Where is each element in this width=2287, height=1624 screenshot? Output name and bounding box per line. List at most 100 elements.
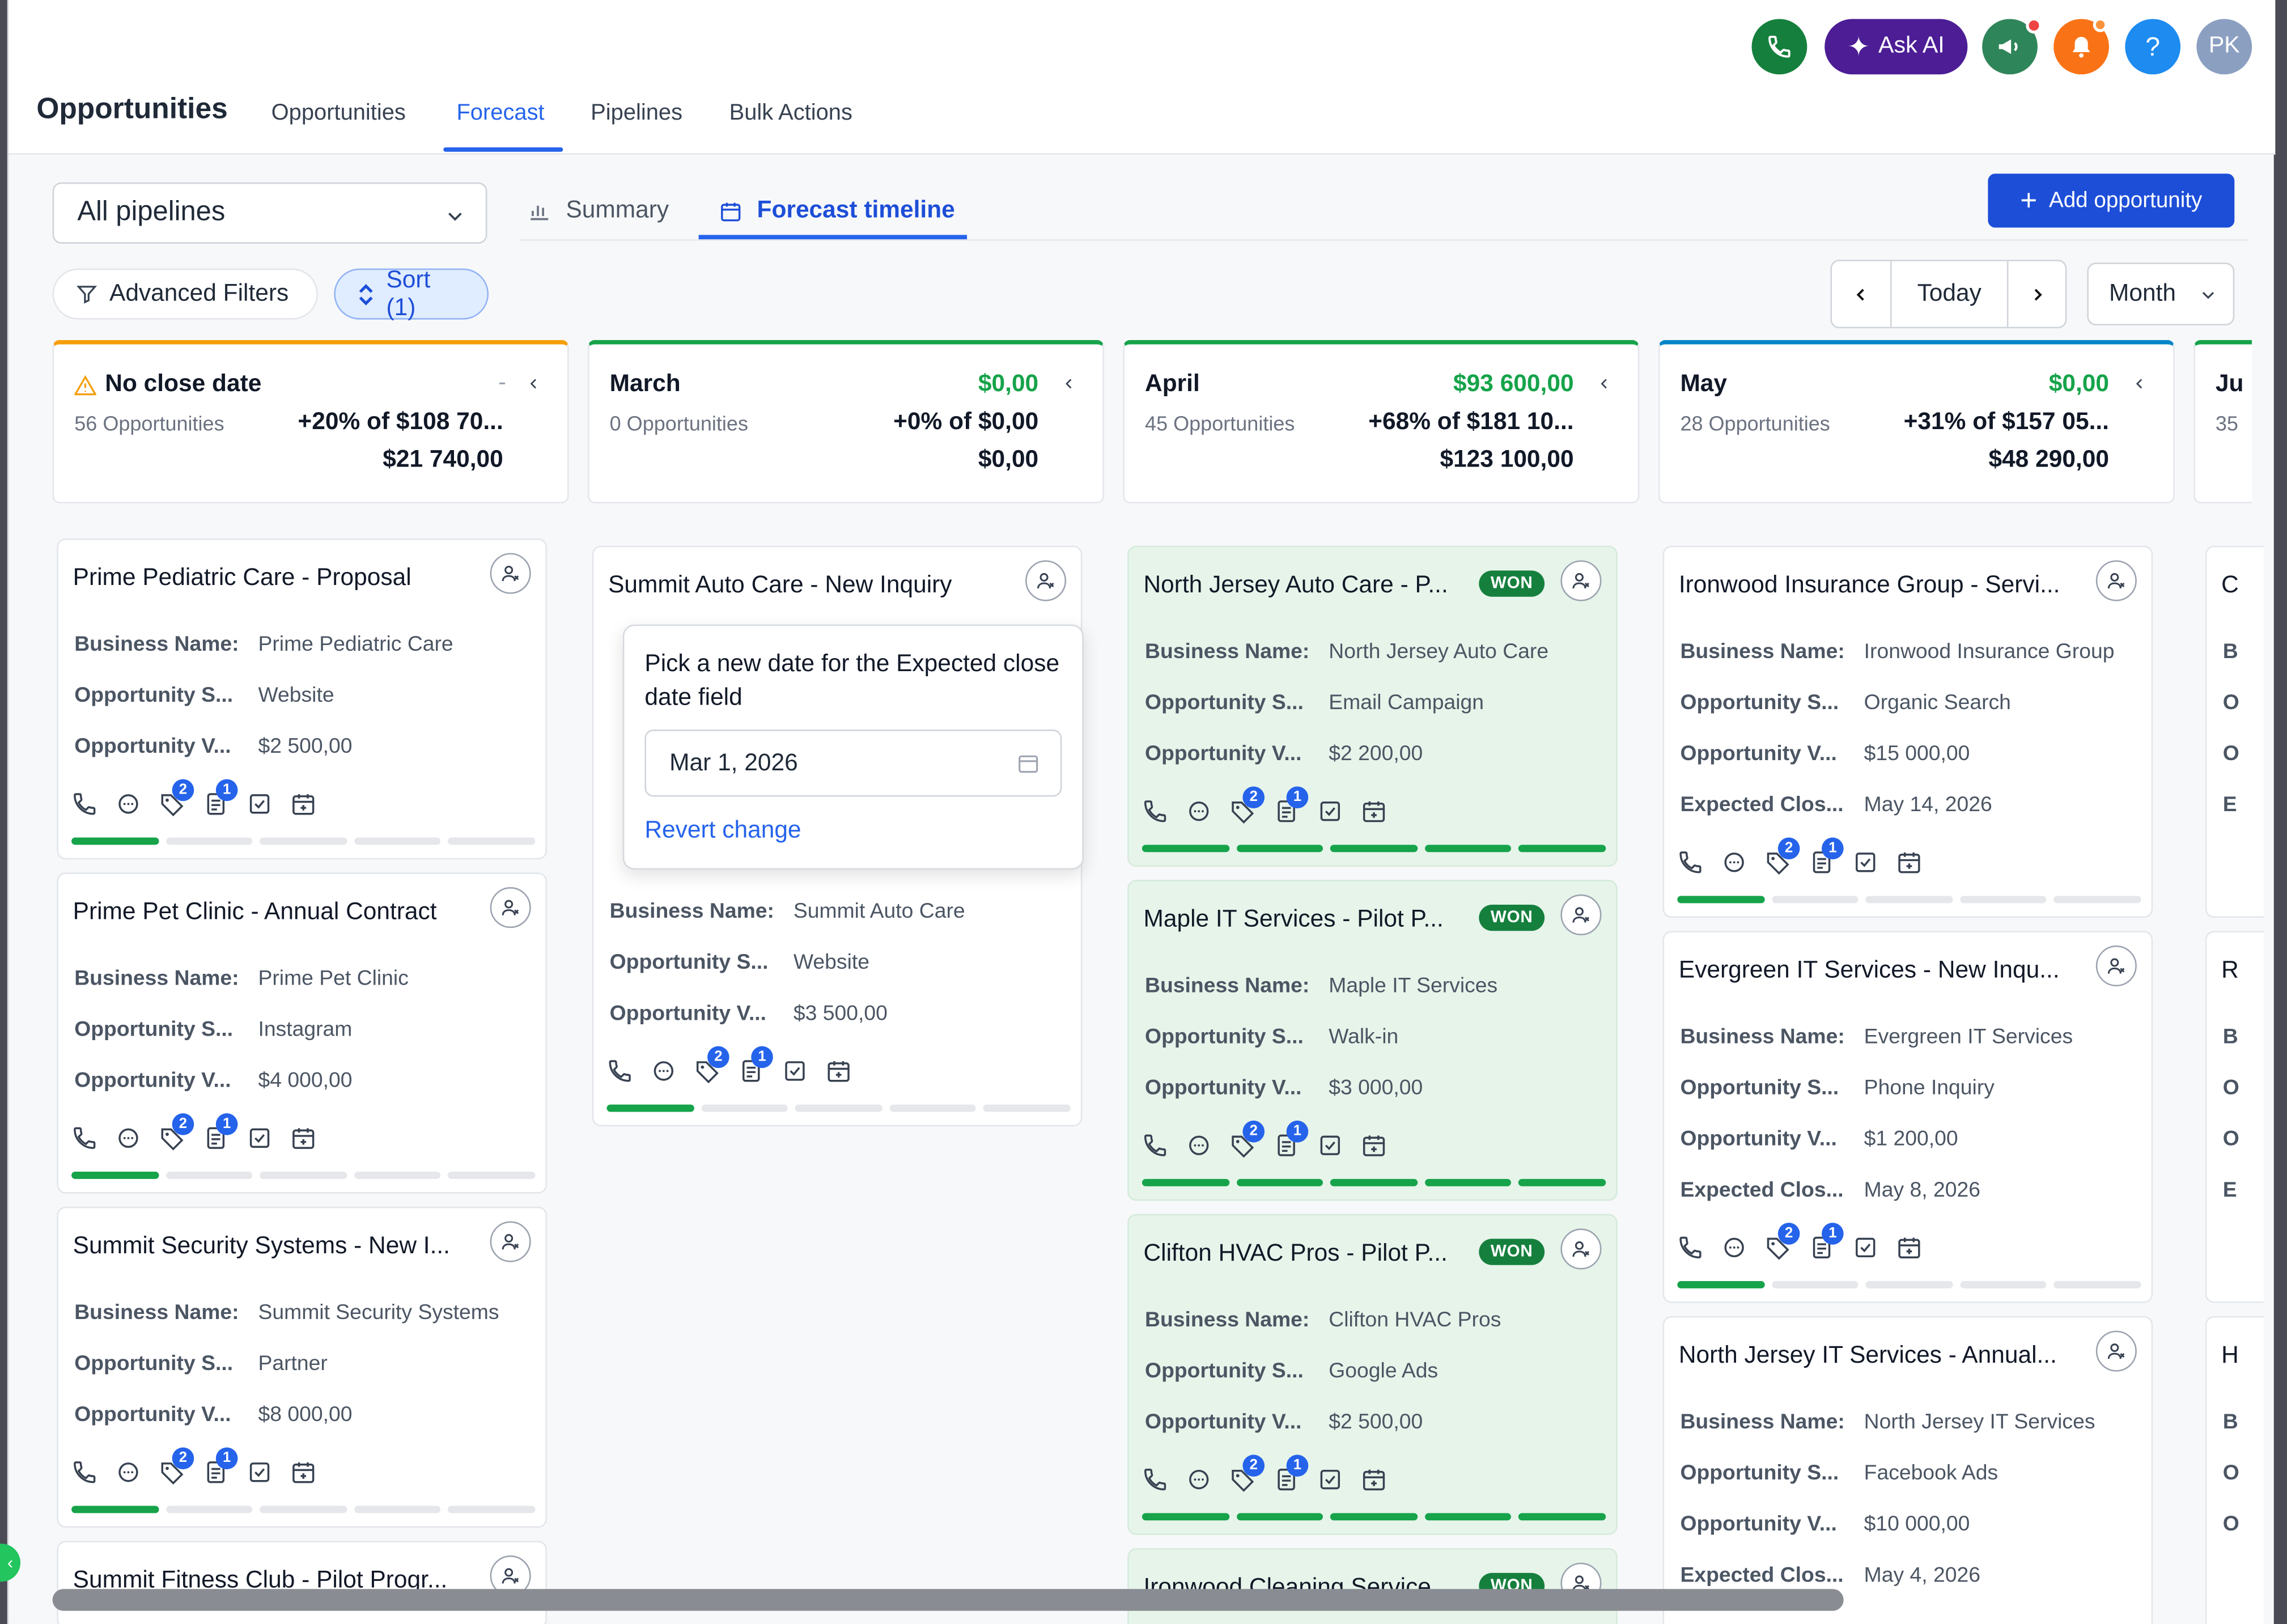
help-button[interactable]: ?	[2125, 19, 2181, 75]
calendar-add-icon[interactable]	[290, 1125, 316, 1151]
tag-icon[interactable]: 2	[1765, 1223, 1800, 1261]
sort-button[interactable]: Sort (1)	[334, 266, 489, 320]
opportunity-card[interactable]: Ironwood Insurance Group - Servi... Busin…	[1662, 545, 2153, 918]
next-period-button[interactable]	[2008, 261, 2067, 327]
opportunity-card[interactable]: North Jersey IT Services - Annual... Busi…	[1662, 1316, 2153, 1624]
add-opportunity-button[interactable]: + Add opportunity	[1988, 173, 2235, 228]
calendar-add-icon[interactable]	[825, 1058, 851, 1084]
task-check-icon[interactable]	[247, 1459, 273, 1485]
assign-user-button[interactable]	[1560, 1228, 1602, 1270]
tag-icon[interactable]: 2	[159, 1113, 194, 1151]
task-check-icon[interactable]	[1317, 798, 1343, 824]
opportunity-card[interactable]: Prime Pet Clinic - Annual Contract Busine…	[57, 872, 547, 1194]
note-icon[interactable]: 1	[1273, 786, 1309, 824]
task-check-icon[interactable]	[782, 1058, 808, 1084]
assign-user-button[interactable]	[1560, 894, 1602, 935]
card-title[interactable]: Summit Security Systems - New I...	[73, 1233, 450, 1260]
card-title[interactable]: Prime Pediatric Care - Proposal	[73, 565, 411, 591]
card-title[interactable]: Clifton HVAC Pros - Pilot P...	[1143, 1240, 1448, 1267]
calendar-add-icon[interactable]	[1361, 798, 1387, 824]
opportunity-card[interactable]: North Jersey Auto Care - P... WON Business…	[1127, 545, 1618, 867]
task-check-icon[interactable]	[1317, 1466, 1343, 1492]
calendar-add-icon[interactable]	[1896, 1235, 1922, 1261]
phone-icon[interactable]	[71, 1125, 97, 1151]
task-check-icon[interactable]	[1852, 1235, 1878, 1261]
phone-icon[interactable]	[1677, 849, 1703, 875]
tag-icon[interactable]: 2	[1229, 1455, 1265, 1492]
assign-user-button[interactable]	[2095, 945, 2137, 987]
opportunity-card[interactable]: Evergreen IT Services - New Inqu... Busin…	[1662, 931, 2153, 1303]
opportunity-card-partial[interactable]: C B O O E	[2205, 545, 2264, 918]
tag-icon[interactable]: 2	[1765, 837, 1800, 875]
tag-icon[interactable]: 2	[694, 1046, 729, 1084]
assign-user-button[interactable]	[1025, 560, 1067, 601]
collapse-column-button[interactable]	[2132, 374, 2147, 400]
collapse-column-button[interactable]	[1062, 374, 1076, 400]
expected-close-date-input[interactable]: Mar 1, 2026	[644, 730, 1062, 797]
task-check-icon[interactable]	[1317, 1133, 1343, 1159]
advanced-filters-button[interactable]: Advanced Filters	[52, 268, 318, 320]
period-select[interactable]: Month	[2087, 262, 2235, 326]
phone-icon[interactable]	[1142, 1133, 1168, 1159]
phone-icon[interactable]	[1677, 1235, 1703, 1261]
collapse-column-button[interactable]	[1597, 374, 1612, 400]
user-avatar[interactable]: PK	[2196, 19, 2252, 75]
chat-icon[interactable]	[115, 1125, 141, 1151]
task-check-icon[interactable]	[247, 791, 273, 817]
phone-button[interactable]	[1751, 19, 1807, 75]
note-icon[interactable]: 1	[203, 1447, 238, 1485]
chat-icon[interactable]	[1721, 1235, 1747, 1261]
chat-icon[interactable]	[115, 1459, 141, 1485]
note-icon[interactable]: 1	[203, 779, 238, 817]
notifications-button[interactable]	[2053, 19, 2109, 75]
card-title[interactable]: Prime Pet Clinic - Annual Contract	[73, 898, 437, 925]
tag-icon[interactable]: 2	[159, 1447, 194, 1485]
calendar-icon[interactable]	[1017, 752, 1040, 775]
assign-user-button[interactable]	[490, 1221, 531, 1262]
opportunity-card-partial[interactable]: H B O O	[2205, 1316, 2264, 1624]
phone-icon[interactable]	[71, 791, 97, 817]
chat-icon[interactable]	[115, 791, 141, 817]
opportunity-card[interactable]: Clifton HVAC Pros - Pilot P... WON Busines…	[1127, 1214, 1618, 1535]
horizontal-scrollbar[interactable]	[52, 1589, 1844, 1611]
assign-user-button[interactable]	[1560, 560, 1602, 601]
nav-tab-pipelines[interactable]: Pipelines	[591, 100, 683, 126]
card-title[interactable]: Ironwood Insurance Group - Servi...	[1678, 572, 2060, 599]
view-tab-summary[interactable]: Summary	[527, 197, 669, 225]
calendar-add-icon[interactable]	[290, 1459, 316, 1485]
phone-icon[interactable]	[1142, 798, 1168, 824]
card-title[interactable]: Summit Auto Care - New Inquiry	[608, 572, 952, 599]
calendar-add-icon[interactable]	[1896, 849, 1922, 875]
pipeline-select[interactable]: All pipelines	[52, 182, 487, 244]
chat-icon[interactable]	[1186, 1466, 1212, 1492]
chat-icon[interactable]	[1186, 798, 1212, 824]
tag-icon[interactable]: 2	[159, 779, 194, 817]
opportunity-card[interactable]: Summit Security Systems - New I... Busine…	[57, 1206, 547, 1528]
card-title[interactable]: Maple IT Services - Pilot P...	[1143, 906, 1444, 932]
tag-icon[interactable]: 2	[1229, 786, 1265, 824]
revert-change-link[interactable]: Revert change	[644, 817, 801, 843]
phone-icon[interactable]	[1142, 1466, 1168, 1492]
assign-user-button[interactable]	[2095, 1330, 2137, 1372]
view-tab-forecast-timeline[interactable]: Forecast timeline	[719, 197, 955, 225]
nav-tab-forecast[interactable]: Forecast	[456, 100, 545, 126]
note-icon[interactable]: 1	[203, 1113, 238, 1151]
collapse-column-button[interactable]	[527, 374, 541, 400]
task-check-icon[interactable]	[1852, 849, 1878, 875]
tag-icon[interactable]: 2	[1229, 1120, 1265, 1159]
today-button[interactable]: Today	[1917, 280, 1981, 307]
opportunity-card[interactable]: Maple IT Services - Pilot P... WON Busines…	[1127, 880, 1618, 1201]
chat-icon[interactable]	[1721, 849, 1747, 875]
previous-period-button[interactable]	[1832, 261, 1890, 327]
opportunity-card-partial[interactable]: R B O O E	[2205, 931, 2264, 1303]
ask-ai-button[interactable]: ✦ Ask AI	[1824, 19, 1968, 75]
opportunity-card[interactable]: Summit Fitness Club - Pilot Progr...	[57, 1541, 547, 1624]
note-icon[interactable]: 1	[1809, 1223, 1844, 1261]
card-title[interactable]: North Jersey Auto Care - P...	[1143, 572, 1448, 599]
calendar-add-icon[interactable]	[1361, 1466, 1387, 1492]
note-icon[interactable]: 1	[738, 1046, 773, 1084]
chat-icon[interactable]	[651, 1058, 677, 1084]
calendar-add-icon[interactable]	[290, 791, 316, 817]
calendar-add-icon[interactable]	[1361, 1133, 1387, 1159]
chat-icon[interactable]	[1186, 1133, 1212, 1159]
